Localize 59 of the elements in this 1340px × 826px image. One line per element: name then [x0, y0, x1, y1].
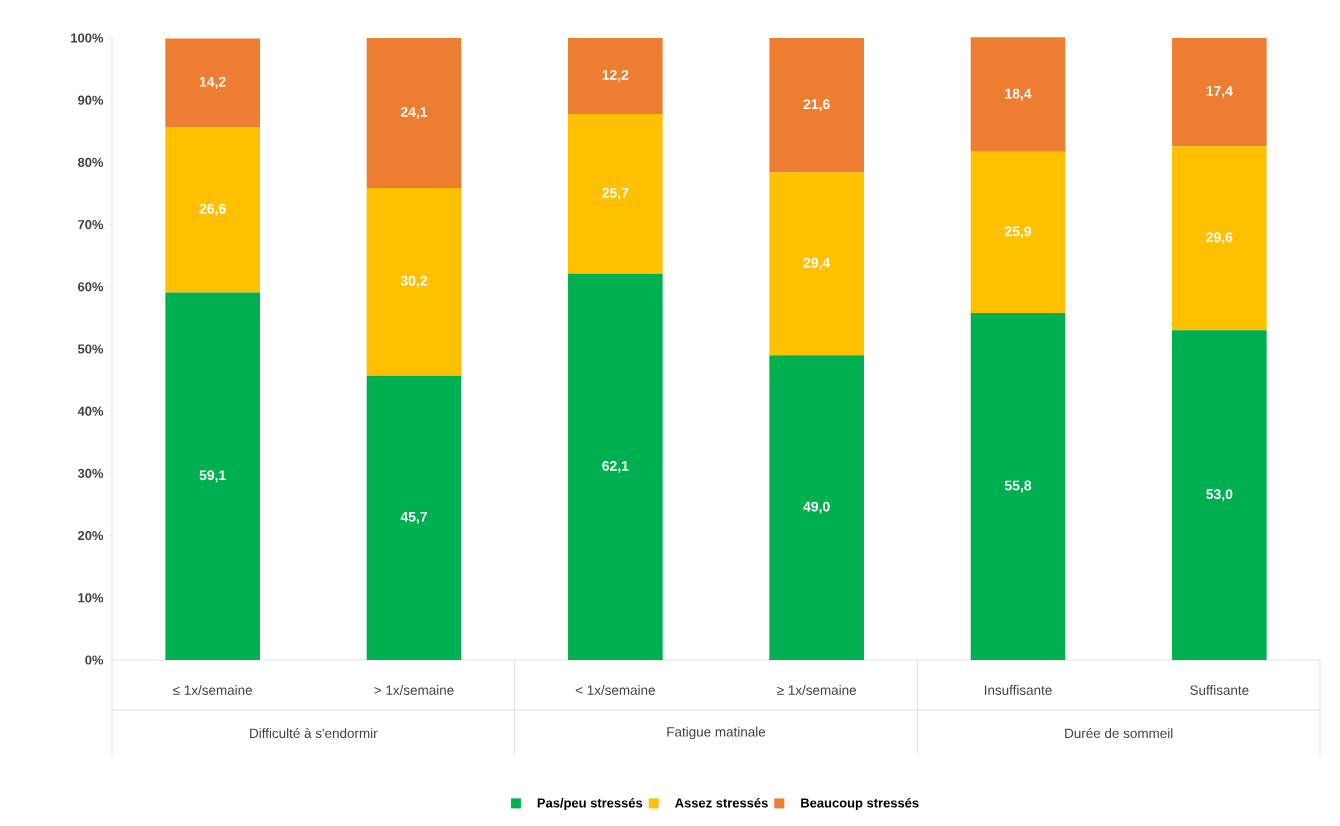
data-label: 62,1	[602, 460, 629, 473]
y-tick-label: 100%	[71, 33, 104, 43]
y-tick-label: 40%	[77, 406, 104, 416]
data-label: 45,7	[400, 512, 427, 524]
bar	[1172, 38, 1267, 147]
bar	[970, 312, 1066, 660]
bar	[568, 113, 663, 274]
x-tick-label: ≥ 1x/semaine	[777, 685, 857, 695]
x-tick-label: < 1x/semaine	[575, 685, 655, 695]
bar	[1172, 330, 1267, 660]
bar	[1172, 146, 1267, 331]
data-label: 24,1	[400, 106, 428, 119]
y-tick-label: 10%	[78, 593, 104, 603]
y-tick-label: 0%	[85, 655, 104, 665]
data-label: 25,7	[602, 187, 629, 200]
bar	[366, 187, 462, 376]
y-tick-label: 80%	[77, 157, 104, 167]
legend-label: Beaucoup stressés	[801, 797, 919, 811]
y-tick-label: 90%	[78, 95, 104, 105]
bar	[769, 355, 864, 660]
bar	[568, 38, 663, 114]
bar	[970, 151, 1066, 313]
x-tick-label: > 1x/semaine	[374, 685, 454, 695]
legend-label: Pas/peu stressés	[537, 797, 643, 811]
data-label: 18,4	[1005, 88, 1032, 101]
bar	[165, 38, 260, 127]
data-label: 30,2	[400, 275, 428, 288]
bar	[366, 38, 462, 188]
data-label: 14,2	[199, 76, 226, 89]
bar	[970, 37, 1066, 152]
text: Difficulté à s'endormir	[250, 727, 378, 739]
data-label: 29,6	[1206, 232, 1233, 245]
data-label: 12,2	[602, 69, 629, 82]
x-tick-label: ≤ 1x/semaine	[173, 685, 253, 695]
bar	[568, 273, 663, 660]
data-label: 17,4	[1206, 86, 1233, 98]
data-label: 55,8	[1004, 480, 1032, 493]
bar	[769, 38, 864, 173]
x-tick-label: Suffisante	[1190, 685, 1249, 695]
text: Durée de sommeil	[1065, 727, 1173, 739]
data-label: 29,4	[803, 257, 831, 270]
bar	[366, 375, 462, 660]
data-label: 59,1	[199, 470, 226, 483]
y-tick-label: 70%	[78, 220, 104, 230]
text: Fatigue matinale	[667, 726, 766, 740]
bar	[165, 126, 260, 293]
y-tick-label: 20%	[78, 531, 104, 541]
legend-label: Assez stressés	[675, 797, 768, 808]
x-tick-label: Insuffisante	[984, 685, 1052, 695]
data-label: 21,6	[803, 99, 830, 112]
data-label: 25,9	[1004, 226, 1032, 239]
data-label: 49,0	[803, 501, 830, 514]
bar	[165, 292, 260, 660]
data-label: 26,6	[199, 203, 226, 216]
y-tick-label: 30%	[77, 468, 104, 478]
y-tick-label: 50%	[77, 344, 104, 354]
data-label: 53,0	[1206, 489, 1233, 502]
bar	[769, 172, 864, 356]
y-tick-label: 60%	[78, 282, 104, 292]
